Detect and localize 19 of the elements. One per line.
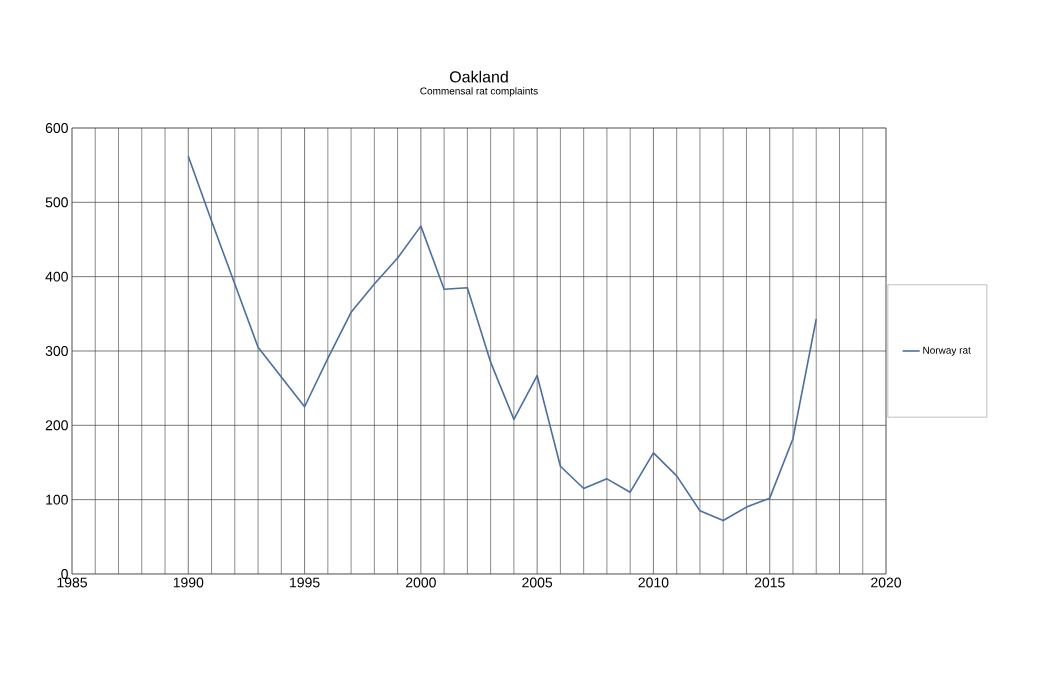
x-tick-label: 1985 <box>57 577 87 588</box>
x-tick-label: 2020 <box>871 577 902 588</box>
y-tick-label: 300 <box>45 346 68 356</box>
y-tick-label: 400 <box>45 271 68 282</box>
y-tick-label: 0 <box>61 569 68 579</box>
chart-title: Oakland <box>449 70 508 83</box>
x-tick-label: 2015 <box>754 577 785 588</box>
y-tick-label: 200 <box>45 420 68 431</box>
y-tick-label: 100 <box>46 494 68 505</box>
x-tick-label: 2010 <box>638 577 669 588</box>
x-tick-label: 1995 <box>290 577 320 588</box>
x-tick-label: 2005 <box>522 577 553 588</box>
x-tick-label: 2000 <box>406 577 436 588</box>
legend-label: Norway rat <box>923 346 971 356</box>
line-series <box>187 155 818 522</box>
chart-subtitle: Commensal rat complaints <box>420 87 538 97</box>
y-tick-label: 600 <box>45 123 68 133</box>
y-tick-label: 500 <box>45 197 68 208</box>
x-tick-label: 1990 <box>173 577 204 588</box>
